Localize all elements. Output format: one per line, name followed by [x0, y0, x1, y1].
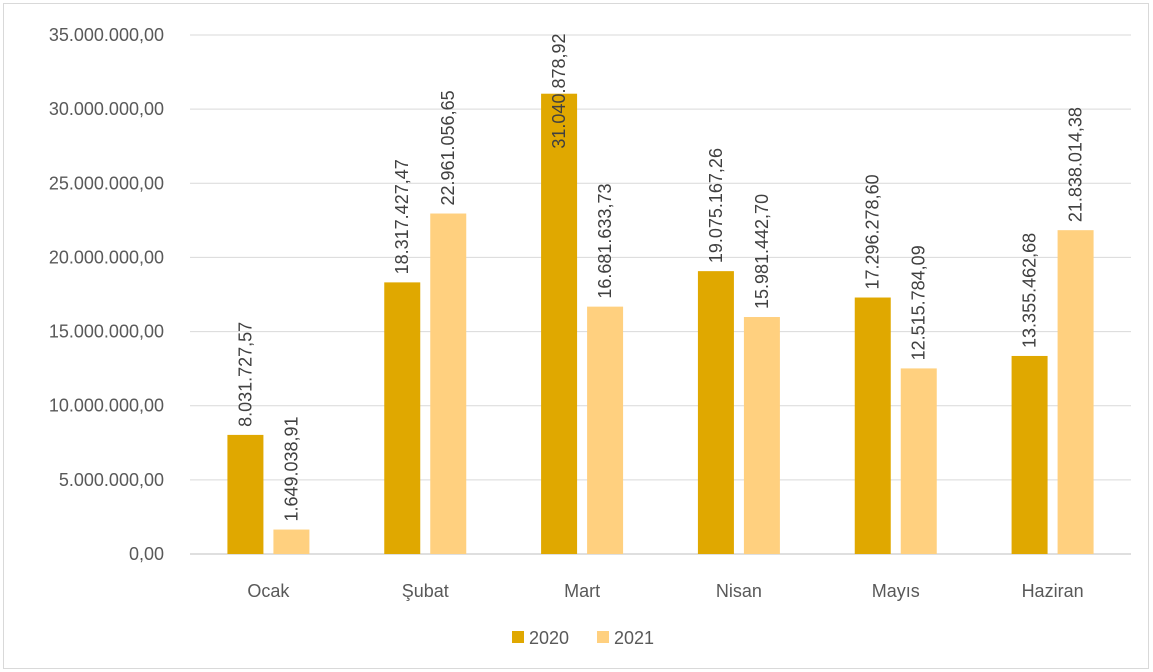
- data-label: 1.649.038,91: [281, 416, 301, 521]
- y-tick-label: 5.000.000,00: [59, 470, 164, 490]
- data-label: 19.075.167,26: [706, 148, 726, 263]
- bar-2020-ocak: [227, 434, 264, 554]
- bar-2020-nisan: [697, 271, 734, 554]
- bar-2021-ocak: [273, 529, 310, 554]
- data-label: 12.515.784,09: [909, 245, 929, 360]
- y-tick-label: 35.000.000,00: [49, 25, 164, 45]
- legend-label-2021: 2021: [614, 628, 654, 648]
- x-category-label: Mart: [564, 581, 600, 601]
- data-label: 31.040.878,92: [549, 33, 569, 148]
- bar-2020-haziran: [1011, 355, 1048, 554]
- chart-container: 0,00 5.000.000,00 10.000.000,00 15.000.000,…: [3, 3, 1149, 669]
- data-label: 16.681.633,73: [595, 184, 615, 299]
- x-category-label: Şubat: [402, 581, 449, 601]
- bar-2020-mayıs: [854, 297, 891, 554]
- x-category-label: Haziran: [1022, 581, 1084, 601]
- bar-2021-haziran: [1057, 230, 1094, 554]
- bars: [227, 93, 1094, 555]
- data-labels: 8.031.727,57 1.649.038,91 18.317.427,47 22.…: [235, 33, 1085, 521]
- bar-2020-mart: [541, 93, 578, 555]
- legend-swatch-2021: [597, 631, 609, 643]
- data-label: 22.961.056,65: [438, 90, 458, 205]
- legend-swatch-2020: [512, 631, 524, 643]
- y-tick-label: 25.000.000,00: [49, 173, 164, 193]
- data-label: 18.317.427,47: [392, 159, 412, 274]
- x-axis: Ocak Şubat Mart Nisan Mayıs Haziran: [247, 581, 1083, 601]
- x-category-label: Ocak: [247, 581, 290, 601]
- bar-2021-mayıs: [900, 368, 937, 554]
- bar-chart: 0,00 5.000.000,00 10.000.000,00 15.000.000,…: [49, 25, 1131, 648]
- bar-2021-mart: [587, 306, 624, 554]
- y-tick-label: 15.000.000,00: [49, 322, 164, 342]
- legend: 2020 2021: [512, 628, 654, 648]
- x-category-label: Mayıs: [872, 581, 920, 601]
- gridlines: [190, 34, 1131, 555]
- y-tick-label: 30.000.000,00: [49, 99, 164, 119]
- y-tick-label: 0,00: [129, 544, 164, 564]
- y-tick-label: 20.000.000,00: [49, 247, 164, 267]
- y-axis: 0,00 5.000.000,00 10.000.000,00 15.000.000,…: [49, 25, 164, 564]
- data-label: 13.355.462,68: [1020, 233, 1040, 348]
- legend-label-2020: 2020: [529, 628, 569, 648]
- data-label: 21.838.014,38: [1066, 107, 1086, 222]
- bar-2021-nisan: [743, 317, 780, 554]
- data-label: 17.296.278,60: [863, 174, 883, 289]
- bar-2020-şubat: [384, 282, 421, 554]
- y-tick-label: 10.000.000,00: [49, 396, 164, 416]
- bar-2021-şubat: [430, 213, 467, 554]
- data-label: 8.031.727,57: [235, 322, 255, 427]
- x-category-label: Nisan: [716, 581, 762, 601]
- data-label: 15.981.442,70: [752, 194, 772, 309]
